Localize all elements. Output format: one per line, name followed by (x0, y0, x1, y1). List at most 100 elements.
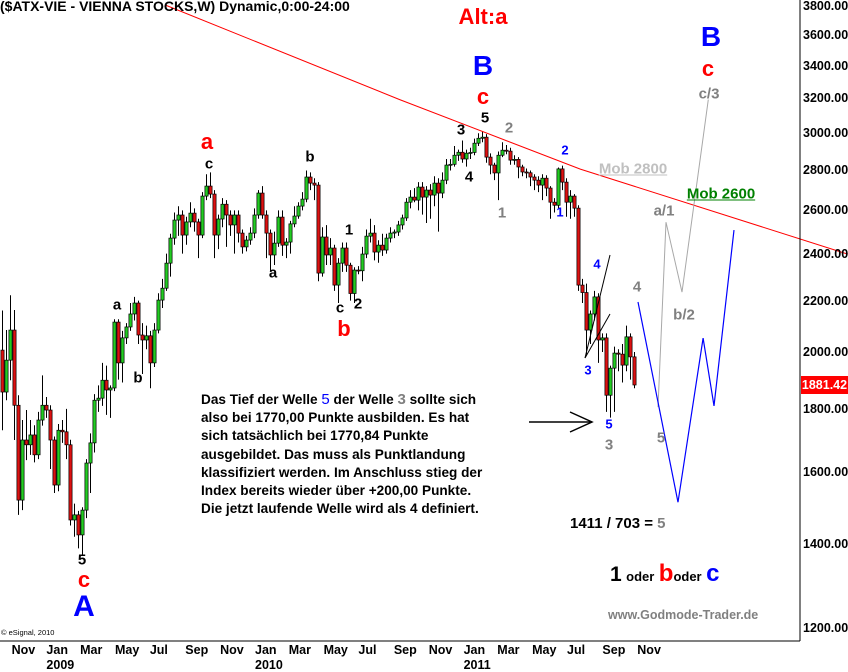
candle (252, 214, 257, 234)
note-line-5: klassifiziert werden. Im Anschluss stieg… (201, 464, 483, 480)
wave-A-label: A (73, 590, 95, 623)
copyright: © eSignal, 2010 (1, 628, 55, 637)
x-tick-label: May (532, 643, 557, 657)
candle (432, 182, 437, 196)
candle (292, 215, 297, 225)
candle (332, 247, 337, 286)
wave-3-label: 3 (456, 121, 466, 139)
candle (428, 189, 433, 196)
candle (436, 182, 441, 194)
candle (500, 149, 505, 156)
candle (328, 247, 333, 256)
candle (256, 192, 261, 216)
candle (380, 244, 385, 251)
candle (44, 404, 49, 411)
candle (52, 439, 57, 486)
wave-5-label: 5 (480, 109, 490, 127)
mob-2800-label: Mob 2800 (598, 160, 668, 178)
candle (316, 184, 321, 274)
candle (376, 244, 381, 253)
y-tick-label: 1200.00 (803, 620, 848, 635)
candle (516, 159, 521, 168)
wave-1-grey-label: 1 (497, 204, 507, 222)
candle (100, 379, 105, 399)
note-wave-3: 3 (397, 391, 406, 408)
candle (212, 193, 217, 236)
wave-4-label: 4 (464, 168, 474, 186)
resistance-trendline (164, 4, 848, 255)
candle (580, 284, 585, 293)
note-line-2: also bei 1770,00 Punkte ausbilden. Es ha… (201, 410, 470, 426)
candle (384, 237, 389, 251)
candle (48, 409, 53, 441)
candle (288, 223, 293, 243)
projected-c-label: c (701, 56, 715, 81)
wave-5-grey-label: 5 (656, 429, 666, 447)
candle (308, 176, 313, 184)
candle (156, 299, 161, 331)
wave-c-red-low-label: c (77, 567, 91, 592)
candle (552, 201, 557, 206)
candle (180, 214, 185, 236)
candle (80, 509, 85, 536)
candle (456, 151, 461, 156)
scenario-label: 1 oder boder c (610, 560, 719, 588)
scenario-oder: oder (673, 569, 702, 584)
wave-2-2010-label: 2 (353, 295, 363, 313)
candle (164, 262, 169, 289)
candle (268, 232, 273, 256)
candle (168, 237, 173, 264)
candle (312, 182, 317, 186)
x-year-label: 2010 (255, 658, 283, 672)
candle (196, 221, 201, 236)
candle (300, 198, 305, 207)
x-year-label: 2009 (46, 658, 75, 672)
candle (424, 189, 429, 198)
candle (248, 232, 253, 241)
wave-a-black-2010-label: a (268, 264, 278, 282)
projection-grey-path (657, 99, 709, 408)
wave-ratio: 1411 / 703 = 5 (570, 515, 666, 532)
x-tick-label: Sep (393, 643, 417, 657)
candle (444, 164, 449, 181)
x-tick-label: Mar (288, 643, 311, 657)
x-tick-label: May (115, 643, 140, 657)
analysis-text: Das Tief der Welle 5 der Welle 3 sollte … (201, 391, 482, 518)
ratio-result: 5 (657, 515, 666, 532)
candle (72, 514, 77, 521)
candle (136, 302, 141, 336)
candle (304, 176, 309, 200)
y-tick-label: 2400.00 (803, 246, 848, 261)
candle (416, 186, 421, 201)
candle (472, 142, 477, 153)
y-tick-label: 1400.00 (803, 537, 848, 552)
candle (4, 359, 9, 393)
candle (152, 329, 157, 364)
candle (452, 154, 457, 165)
candle (412, 196, 417, 201)
candle (132, 302, 137, 315)
candle (572, 195, 577, 209)
candle (448, 163, 453, 166)
candle (628, 336, 633, 358)
candle (464, 152, 469, 160)
x-tick-label: Jan (46, 643, 68, 657)
candle (548, 187, 553, 203)
projected-b2-label: b/2 (673, 306, 695, 324)
candle (540, 177, 545, 186)
wave-4-grey-label: 4 (632, 278, 642, 296)
candle (596, 296, 601, 341)
x-tick-label: Mar (80, 643, 103, 657)
candle (148, 335, 153, 364)
candle (360, 253, 365, 272)
candle (240, 232, 245, 248)
candle (56, 429, 61, 486)
candle (388, 232, 393, 239)
candle (20, 439, 25, 501)
scenario-b: b (658, 560, 674, 587)
y-tick-label: 3600.00 (803, 27, 848, 42)
ratio-text: 1411 / 703 = (570, 515, 658, 532)
wave-c-label: c (476, 84, 490, 109)
candle (532, 176, 537, 181)
y-tick-label: 1600.00 (803, 465, 848, 480)
